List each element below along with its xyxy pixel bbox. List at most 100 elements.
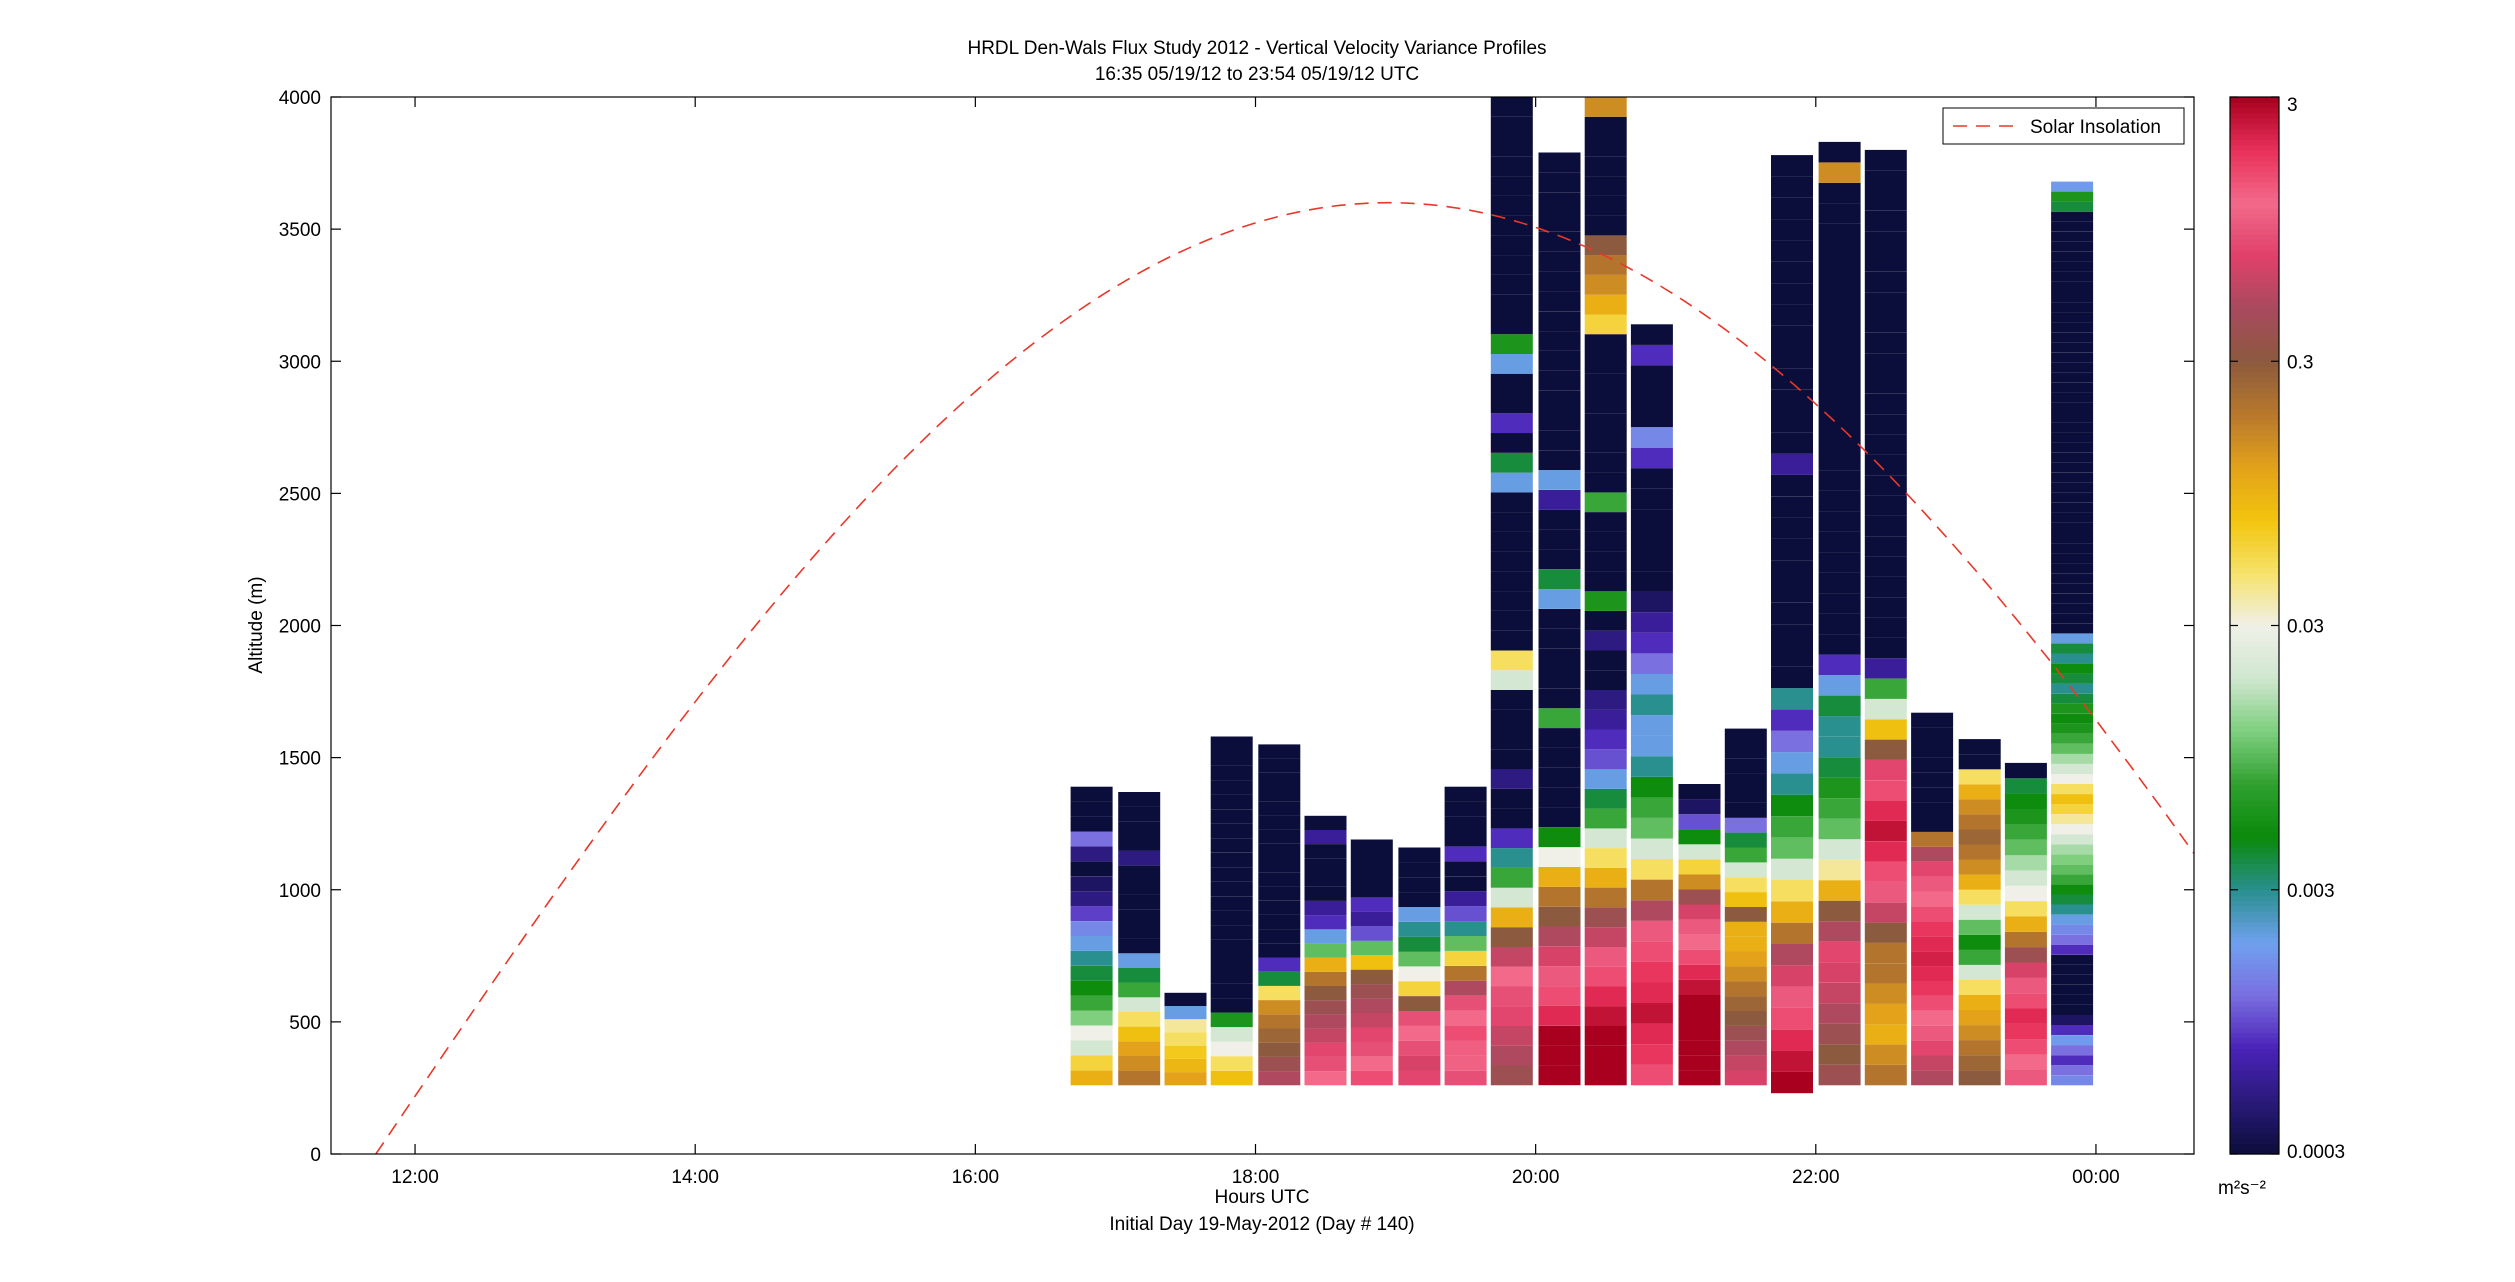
heatmap-cell [1398, 1025, 1441, 1041]
heatmap-cell [1771, 922, 1813, 944]
heatmap-cell [1771, 986, 1813, 1008]
colorbar-segment [2230, 1138, 2279, 1145]
heatmap-cell [2004, 824, 2047, 840]
heatmap-cell [2004, 793, 2047, 809]
heatmap-cell [1164, 1058, 1207, 1073]
heatmap-cell [2051, 271, 2094, 282]
heatmap-cell [1398, 862, 1441, 878]
heatmap-cell [2051, 603, 2094, 614]
heatmap-cell [1584, 709, 1627, 730]
heatmap-cell [1538, 509, 1581, 530]
heatmap-cell [1304, 971, 1347, 986]
heatmap-cell [1258, 971, 1301, 986]
heatmap-cell [2051, 392, 2094, 403]
heatmap-cell [1490, 176, 1533, 196]
heatmap-cell [2004, 762, 2047, 779]
heatmap-cell [1258, 929, 1301, 944]
heatmap-cell [1864, 698, 1907, 720]
colorbar-segment [2230, 768, 2279, 775]
heatmap-cell [2004, 977, 2047, 994]
heatmap-cell [1350, 955, 1393, 970]
colorbar-segment [2230, 720, 2279, 727]
colorbar-segment [2230, 604, 2279, 611]
heatmap-cell [1818, 654, 1861, 676]
heatmap-cell [1444, 801, 1487, 817]
heatmap-cell [2051, 362, 2094, 373]
heatmap-cell [1258, 943, 1301, 958]
heatmap-cell [1210, 751, 1253, 766]
heatmap-cell [1818, 182, 1861, 204]
heatmap-cell [1304, 915, 1347, 930]
heatmap-cell [1771, 1029, 1813, 1051]
heatmap-cell [1490, 294, 1533, 315]
heatmap-cell [1118, 806, 1161, 822]
heatmap-cell [1771, 197, 1813, 220]
heatmap-cell [2051, 944, 2094, 955]
heatmap-cell [1584, 235, 1627, 256]
heatmap-cell [1584, 1045, 1627, 1066]
colorbar-segment [2230, 794, 2279, 801]
colorbar-segment [2230, 905, 2279, 912]
colorbar-segment [2230, 1080, 2279, 1086]
colorbar-segment [2230, 805, 2279, 812]
heatmap-cell [1538, 648, 1581, 669]
colorbar-segment [2230, 990, 2279, 997]
heatmap-cell [1771, 560, 1813, 582]
colorbar-segment [2230, 366, 2279, 373]
heatmap-cell [1771, 837, 1813, 859]
heatmap-cell [2051, 422, 2094, 433]
heatmap-cell [1864, 312, 1907, 333]
heatmap-cell [1070, 1025, 1113, 1041]
heatmap-cell [1490, 887, 1533, 908]
heatmap-cell [1864, 1044, 1907, 1065]
heatmap-cell [1538, 827, 1581, 848]
colorbar-segment [2230, 498, 2279, 505]
heatmap-cell [1584, 1065, 1627, 1086]
heatmap-cell [1398, 847, 1441, 863]
heatmap-cell [1538, 847, 1581, 867]
colorbar-segment [2230, 1043, 2279, 1049]
colorbar-segment [2230, 440, 2279, 447]
heatmap-cell [1864, 1065, 1907, 1086]
heatmap-cell [1584, 670, 1627, 690]
heatmap-cell [1911, 1010, 1954, 1026]
heatmap-cell [1771, 709, 1813, 731]
heatmap-cell [1584, 927, 1627, 947]
heatmap-cell [1584, 97, 1627, 117]
colorbar-segment [2230, 165, 2279, 172]
heatmap-cell [1958, 904, 2001, 920]
heatmap-cell [1490, 274, 1533, 295]
heatmap-cell [1818, 367, 1861, 388]
heatmap-cell [1958, 754, 2001, 770]
heatmap-cell [1771, 1050, 1813, 1072]
heatmap-cell [1584, 729, 1627, 750]
heatmap-cell [1538, 807, 1581, 828]
heatmap-cell [1678, 1070, 1721, 1086]
heatmap-cell [1538, 787, 1581, 808]
heatmap-cell [1864, 841, 1907, 862]
heatmap-cell [2051, 201, 2094, 212]
heatmap-cell [2051, 984, 2094, 995]
heatmap-cell [1444, 906, 1487, 921]
heatmap-cell [1444, 995, 1487, 1011]
colorbar-ticks: 3 0.3 0.03 0.003 0.0003 [2230, 95, 2345, 1163]
colorbar-segment [2230, 847, 2279, 854]
heatmap-cell [1864, 963, 1907, 984]
heatmap-cell [1398, 981, 1441, 997]
colorbar-segment [2230, 620, 2279, 627]
heatmap-cell [1164, 1072, 1207, 1086]
heatmap-cell [1398, 1055, 1441, 1071]
colorbar-segment [2230, 1090, 2279, 1097]
heatmap-cell [1538, 688, 1581, 709]
colorbar-segment [2230, 599, 2279, 605]
colorbar-segment [2230, 244, 2279, 251]
colorbar-tick-label: 3 [2287, 95, 2298, 116]
heatmap-cell [1584, 413, 1627, 434]
heatmap-cell [2004, 1023, 2047, 1040]
heatmap-cell [2051, 261, 2094, 272]
heatmap-cell [2051, 221, 2094, 232]
heatmap-cell [1490, 788, 1533, 809]
colorbar-segment [2230, 392, 2279, 399]
colorbar-segment [2230, 107, 2279, 114]
heatmap-cell [1818, 818, 1861, 840]
